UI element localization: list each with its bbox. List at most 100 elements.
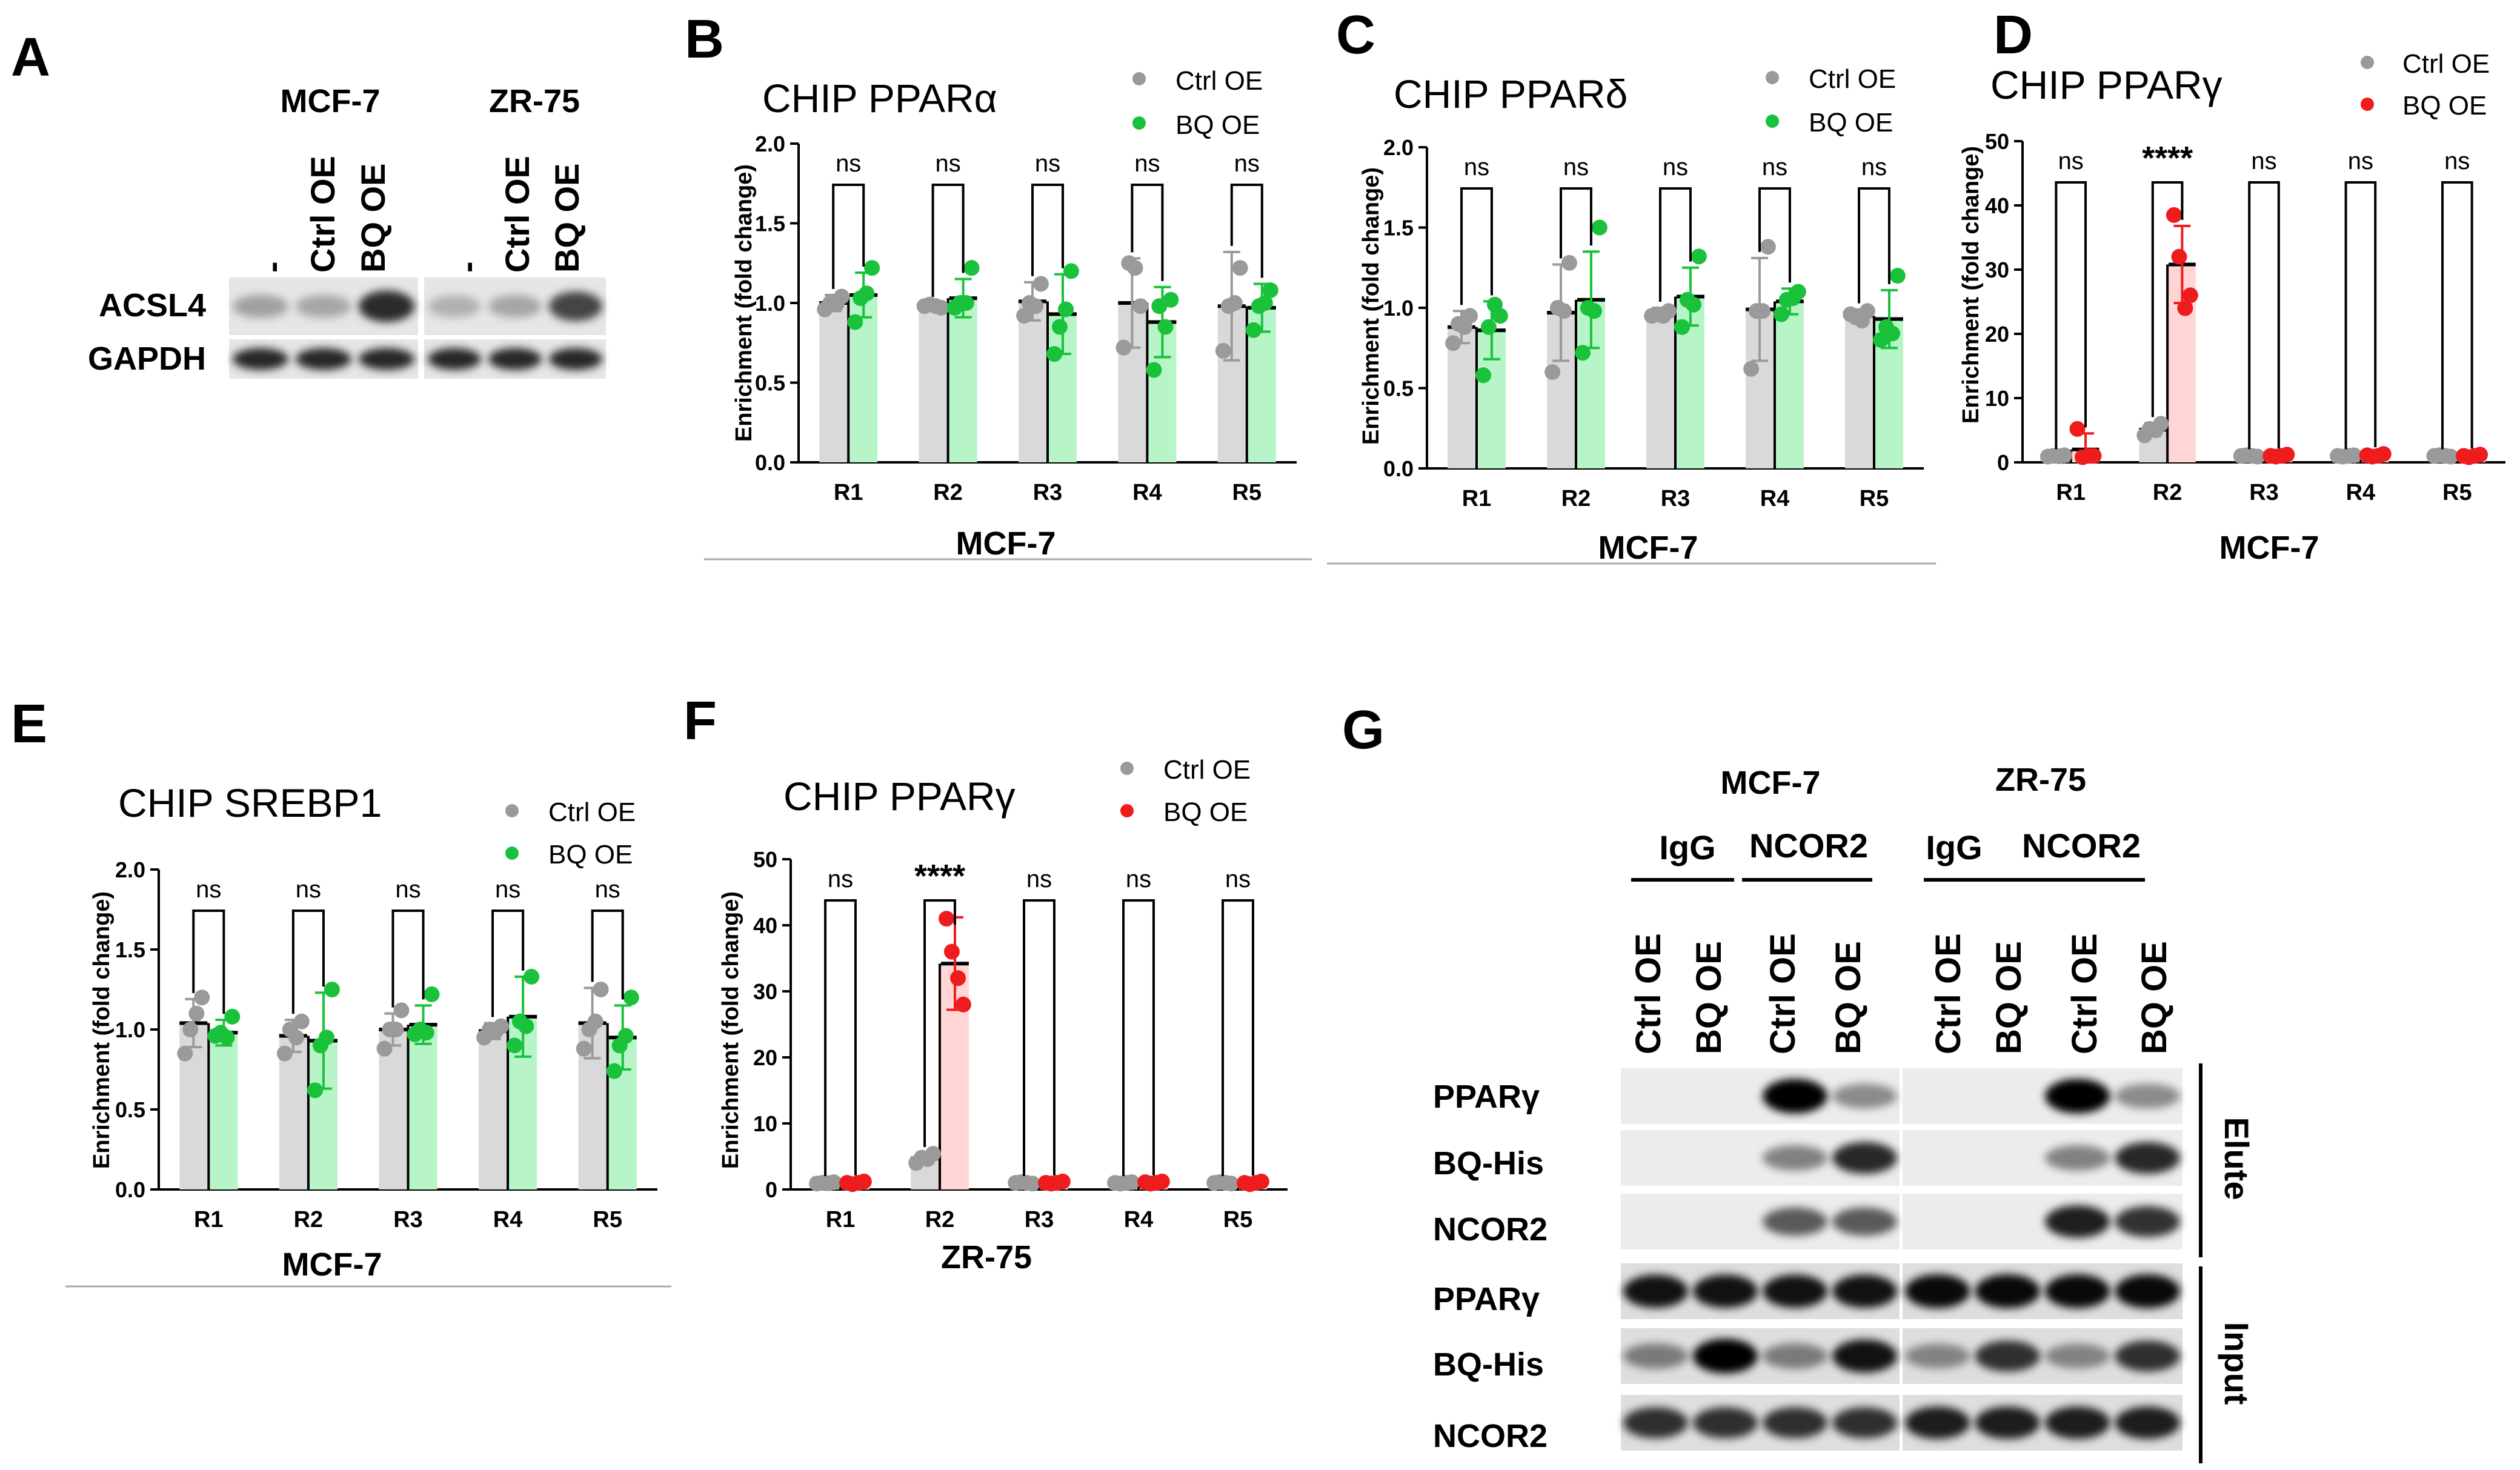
chart-d-xlabel: MCF-7: [2219, 530, 2319, 566]
x-tick-label: R4: [1760, 486, 1790, 511]
point-ctrl-oe: [928, 298, 944, 314]
ppar-gamma-band: [1832, 1083, 1897, 1109]
chart-d-legend-ctrl-swatch: [2361, 56, 2374, 69]
significance-bracket: [291, 910, 325, 1014]
panel-g-ip-igg: IgG: [1659, 828, 1715, 866]
chart-f-legend-bq: BQ OE: [1163, 797, 1248, 827]
bq-his-band: [1832, 1339, 1897, 1373]
panel-g-side-label-elute: Elute: [2218, 1117, 2256, 1200]
point-ctrl-oe: [1019, 1175, 1036, 1191]
chart-f-xlabel: ZR-75: [941, 1239, 1032, 1275]
x-tick-label: R3: [1661, 486, 1691, 511]
chart-f-ylabel: Enrichment (fold change): [718, 891, 743, 1169]
bar-ctrl-oe: [1845, 316, 1873, 468]
ncor2-band: [1832, 1207, 1897, 1236]
panel-d: D CHIP PPARγ Ctrl OE BQ OE Enrichment (f…: [1958, 5, 2505, 566]
panel-b: B CHIP PPARα Ctrl OE BQ OE Enrichment (f…: [685, 9, 1312, 562]
bq-his-band: [1763, 1145, 1827, 1171]
y-tick-label: 0: [765, 1177, 777, 1202]
panel-label-e: E: [11, 694, 47, 754]
significance-bracket: [931, 184, 965, 297]
panel-g-side-label-input: Input: [2218, 1322, 2256, 1405]
ppar-gamma-band: [2045, 1079, 2110, 1114]
y-tick-label: 40: [753, 913, 777, 938]
y-tick-label: 0.5: [1383, 376, 1414, 401]
bq-his-band: [1623, 1343, 1688, 1369]
significance-bracket: [1858, 187, 1890, 304]
point-ctrl-oe: [920, 1151, 936, 1167]
ppar-gamma-band: [1623, 1274, 1688, 1308]
acsl4-band: [549, 291, 602, 322]
point-ctrl-oe: [1755, 303, 1771, 319]
chart-f-legend-bq-swatch: [1120, 804, 1134, 817]
point-bq-oe: [1248, 1175, 1265, 1191]
x-tick-label: R4: [493, 1207, 523, 1232]
point-bq-oe: [507, 1037, 523, 1054]
point-bq-oe: [963, 260, 980, 276]
x-tick-label: R5: [1223, 1207, 1253, 1232]
chart-f-plot: 0 10 20 30 40 50 ns R1 **** R2 ns R3 ns R4 ns R5: [753, 847, 1288, 1232]
point-bq-oe: [1257, 295, 1273, 311]
point-bq-oe: [2370, 448, 2387, 464]
panel-label-d: D: [1993, 5, 2033, 65]
panel-a-lane-label: Ctrl OE: [498, 156, 536, 273]
y-tick-label: 20: [753, 1045, 777, 1070]
point-bq-oe: [324, 982, 340, 997]
point-bq-oe: [943, 943, 960, 960]
chart-e-legend-bq: BQ OE: [548, 840, 633, 870]
chart-d-legend-bq-swatch: [2361, 98, 2374, 111]
y-tick-label: 1.5: [1383, 216, 1414, 241]
point-bq-oe: [864, 260, 880, 276]
chart-f-title: CHIP PPARγ: [783, 774, 1016, 819]
panel-g-ip-ncor2: NCOR2: [1749, 826, 1868, 865]
x-tick-label: R1: [194, 1207, 224, 1232]
significance-label: ns: [1126, 866, 1151, 893]
point-ctrl-oe: [1544, 364, 1561, 380]
chart-c-title: CHIP PPARδ: [1394, 72, 1627, 116]
point-ctrl-oe: [1556, 303, 1572, 319]
significance-label: ns: [2251, 148, 2276, 175]
significance-label: ns: [1861, 154, 1887, 181]
ncor2-band: [1763, 1407, 1827, 1438]
ncor2-band: [2045, 1406, 2110, 1439]
significance-label: ****: [914, 858, 965, 894]
chart-c-xlabel: MCF-7: [1598, 530, 1698, 566]
panel-g-cell-line-zr75: ZR-75: [1995, 762, 2086, 798]
significance-bracket: [1560, 187, 1592, 259]
point-ctrl-oe: [388, 1022, 404, 1037]
point-bq-oe: [1146, 362, 1162, 378]
point-bq-oe: [2182, 287, 2198, 304]
y-tick-label: 0.0: [755, 450, 785, 475]
x-tick-label: R3: [393, 1207, 423, 1232]
y-tick-label: 20: [1985, 322, 2009, 347]
significance-label: ****: [2142, 140, 2193, 176]
point-bq-oe: [1686, 296, 1702, 313]
x-tick-label: R5: [1232, 480, 1262, 505]
significance-bracket: [1659, 187, 1692, 302]
significance-bracket: [2151, 181, 2184, 417]
panel-a-lane-label: Ctrl OE: [304, 156, 342, 273]
ncor2-band: [2115, 1206, 2180, 1237]
gapdh-band: [549, 348, 602, 370]
acsl4-band: [428, 295, 481, 318]
point-ctrl-oe: [393, 1002, 410, 1019]
x-tick-label: R5: [1860, 486, 1889, 511]
point-ctrl-oe: [182, 1022, 199, 1037]
significance-label: ns: [836, 150, 861, 177]
x-tick-label: R3: [1025, 1207, 1054, 1232]
significance-label: ns: [595, 876, 620, 903]
point-bq-oe: [1889, 268, 1906, 284]
point-ctrl-oe: [1457, 319, 1473, 335]
point-bq-oe: [606, 1063, 622, 1079]
significance-bracket: [1222, 899, 1254, 1177]
x-tick-label: R3: [1033, 480, 1063, 505]
y-tick-label: 40: [1985, 193, 2009, 218]
acsl4-band: [359, 290, 414, 322]
point-bq-oe: [1157, 319, 1174, 335]
chart-d-legend-ctrl: Ctrl OE: [2402, 49, 2490, 79]
significance-bracket: [1023, 899, 1056, 1177]
point-bq-oe: [950, 970, 966, 986]
point-ctrl-oe: [2341, 448, 2357, 464]
x-tick-label: R1: [1462, 486, 1492, 511]
significance-label: ns: [495, 876, 520, 903]
